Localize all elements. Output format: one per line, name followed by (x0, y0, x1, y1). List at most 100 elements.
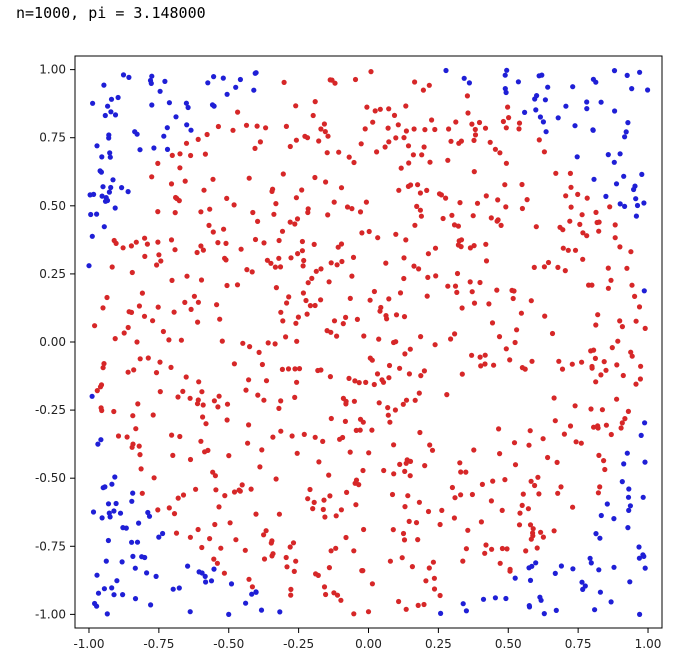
point-outside-circle (258, 607, 265, 613)
point-outside-circle (605, 152, 611, 158)
point-inside-circle (405, 143, 412, 149)
point-outside-circle (161, 133, 167, 139)
point-outside-circle (622, 134, 628, 140)
point-inside-circle (389, 491, 396, 498)
point-outside-circle (187, 609, 193, 615)
point-inside-circle (349, 206, 355, 212)
point-outside-circle (90, 509, 97, 515)
point-outside-circle (108, 184, 114, 191)
point-outside-circle (638, 432, 644, 438)
point-outside-circle (612, 108, 618, 114)
point-inside-circle (408, 182, 414, 188)
point-inside-circle (250, 209, 256, 216)
point-outside-circle (101, 224, 107, 230)
point-inside-circle (605, 285, 612, 291)
point-inside-circle (391, 471, 397, 477)
point-inside-circle (305, 496, 311, 502)
point-inside-circle (338, 597, 344, 603)
point-inside-circle (254, 123, 260, 129)
point-inside-circle (487, 139, 493, 145)
point-inside-circle (211, 398, 217, 404)
point-inside-circle (327, 374, 333, 380)
point-outside-circle (622, 203, 628, 209)
point-inside-circle (263, 378, 270, 384)
point-inside-circle (356, 482, 362, 488)
point-outside-circle (107, 150, 113, 156)
point-inside-circle (305, 280, 311, 286)
point-outside-circle (185, 104, 191, 111)
point-inside-circle (612, 235, 618, 241)
point-inside-circle (269, 188, 275, 194)
point-inside-circle (195, 319, 201, 325)
point-inside-circle (393, 135, 399, 141)
point-inside-circle (551, 528, 557, 534)
point-inside-circle (432, 126, 438, 133)
point-outside-circle (592, 607, 598, 613)
point-inside-circle (312, 434, 318, 440)
point-inside-circle (360, 419, 366, 425)
point-inside-circle (139, 490, 145, 496)
point-inside-circle (488, 215, 494, 221)
point-inside-circle (533, 224, 539, 230)
point-inside-circle (261, 397, 267, 403)
point-outside-circle (103, 558, 109, 564)
point-inside-circle (412, 79, 418, 85)
point-inside-circle (238, 246, 244, 252)
point-inside-circle (374, 371, 381, 377)
point-inside-circle (346, 154, 352, 160)
point-inside-circle (200, 402, 206, 408)
point-outside-circle (119, 185, 125, 191)
point-inside-circle (436, 191, 443, 197)
point-inside-circle (536, 137, 542, 143)
point-inside-circle (180, 492, 187, 498)
point-inside-circle (296, 366, 303, 372)
point-inside-circle (326, 279, 332, 285)
point-inside-circle (244, 267, 250, 273)
point-inside-circle (315, 367, 321, 374)
point-inside-circle (619, 420, 625, 426)
point-inside-circle (324, 150, 330, 156)
point-inside-circle (193, 486, 199, 492)
point-outside-circle (130, 553, 136, 560)
point-outside-circle (639, 171, 645, 177)
point-inside-circle (489, 546, 495, 552)
point-outside-circle (176, 585, 182, 591)
point-outside-circle (637, 611, 643, 618)
point-outside-circle (593, 531, 599, 537)
point-inside-circle (175, 495, 181, 501)
point-inside-circle (357, 209, 364, 215)
point-inside-circle (401, 537, 408, 543)
point-inside-circle (365, 609, 372, 615)
point-outside-circle (157, 88, 163, 94)
point-inside-circle (588, 406, 594, 412)
point-inside-circle (416, 499, 422, 505)
point-inside-circle (595, 490, 602, 496)
point-outside-circle (106, 189, 112, 195)
point-outside-circle (101, 586, 107, 592)
point-outside-circle (552, 570, 558, 577)
point-inside-circle (393, 231, 399, 237)
point-inside-circle (261, 240, 267, 246)
point-inside-circle (448, 138, 454, 144)
y-tick-label: -0.25 (35, 403, 66, 417)
point-inside-circle (437, 521, 443, 528)
point-inside-circle (247, 344, 253, 350)
point-inside-circle (396, 598, 402, 605)
point-outside-circle (515, 79, 522, 85)
point-inside-circle (386, 362, 393, 369)
point-inside-circle (219, 338, 225, 344)
point-inside-circle (200, 414, 206, 420)
point-inside-circle (560, 245, 566, 251)
point-inside-circle (534, 545, 540, 551)
point-inside-circle (530, 526, 536, 532)
point-inside-circle (182, 299, 188, 305)
point-inside-circle (353, 477, 360, 483)
point-inside-circle (366, 228, 372, 235)
point-inside-circle (386, 106, 392, 112)
point-inside-circle (430, 559, 436, 565)
point-outside-circle (156, 534, 162, 540)
point-inside-circle (421, 601, 427, 608)
point-inside-circle (379, 377, 385, 383)
point-inside-circle (431, 586, 438, 592)
point-outside-circle (98, 437, 104, 443)
